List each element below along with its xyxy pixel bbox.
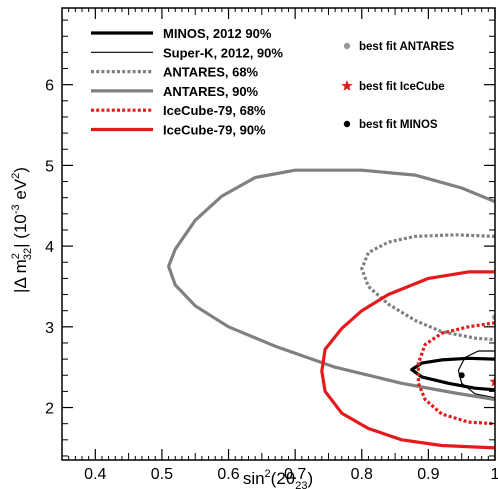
x-tick-label: 0.7 bbox=[284, 466, 306, 483]
contour-series-2 bbox=[360, 233, 495, 342]
legend-label-5: IceCube-79, 90% bbox=[163, 123, 266, 138]
best-fit-legend-label-0: best fit ANTARES bbox=[359, 41, 455, 53]
legend-label-4: IceCube-79, 68% bbox=[163, 103, 266, 118]
best-fit-legend-label-1: best fit IceCube bbox=[359, 81, 445, 93]
contour-series-3 bbox=[167, 168, 495, 402]
legend-label-0: MINOS, 2012 90% bbox=[163, 26, 272, 41]
best-fit-point-2 bbox=[458, 372, 465, 379]
best-fit-point-1 bbox=[489, 375, 495, 387]
legend-label-3: ANTARES, 90% bbox=[163, 84, 259, 99]
best-fit-legend-marker-1 bbox=[341, 80, 353, 91]
contour-series-1 bbox=[457, 350, 495, 399]
y-tick-label: 3 bbox=[45, 320, 54, 337]
x-tick-label: 0.9 bbox=[417, 466, 439, 483]
legend-label-2: ANTARES, 68% bbox=[163, 65, 259, 80]
x-axis-title: sin2(2θ23) bbox=[243, 468, 313, 489]
contour-layer bbox=[167, 168, 495, 450]
x-tick-label: 0.5 bbox=[151, 466, 173, 483]
plot-frame bbox=[61, 7, 496, 461]
y-tick-label: 4 bbox=[45, 239, 54, 256]
best-fit-points-layer bbox=[458, 314, 495, 387]
y-axis-ticks: 2 3 4 5 6 bbox=[45, 19, 495, 457]
y-tick-label: 6 bbox=[45, 78, 54, 95]
contour-series-0 bbox=[410, 356, 495, 392]
contour-series-4 bbox=[416, 321, 495, 426]
x-axis-ticks: 0.4 0.5 0.6 0.7 0.8 0.9 1 bbox=[61, 8, 498, 483]
x-tick-label: 0.8 bbox=[351, 466, 373, 483]
y-tick-label: 5 bbox=[45, 158, 54, 175]
best-fit-legend: best fit ANTARES best fit IceCube best fit… bbox=[341, 41, 455, 131]
legend: MINOS, 2012 90% Super-K, 2012, 90% ANTARES… bbox=[91, 26, 283, 138]
legend-label-1: Super-K, 2012, 90% bbox=[163, 45, 283, 60]
best-fit-legend-marker-2 bbox=[343, 120, 351, 128]
x-tick-label: 1 bbox=[491, 466, 498, 483]
x-tick-label: 0.6 bbox=[217, 466, 239, 483]
best-fit-legend-marker-0 bbox=[343, 42, 351, 50]
contour-series-5 bbox=[320, 270, 495, 450]
y-axis-title: |Δ m232| (10-3 eV2) bbox=[10, 167, 34, 293]
x-tick-label: 0.4 bbox=[84, 466, 106, 483]
y-tick-label: 2 bbox=[45, 401, 54, 418]
best-fit-legend-label-2: best fit MINOS bbox=[359, 119, 438, 131]
